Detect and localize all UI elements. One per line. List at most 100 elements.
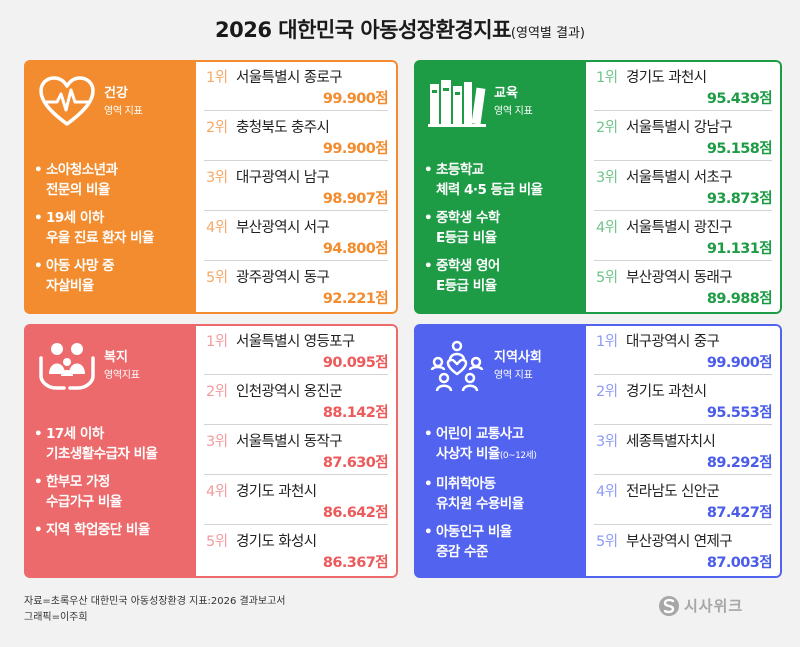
rank-position: 3위 [206, 170, 228, 186]
rank-row: 3위 세종특별자치시 89.292점 [594, 426, 773, 475]
rank-region: 대구광역시 중구 [626, 334, 720, 350]
category-subtitle: 영역 지표 [104, 106, 143, 117]
ranking-list: 1위 서울특별시 영등포구 90.095점 2위 인천광역시 옹진군 88.142점 3… [196, 324, 398, 578]
rank-region: 경기도 과천시 [626, 70, 707, 86]
rank-row: 3위 대구광역시 남구 98.907점 [204, 162, 389, 211]
rank-region: 부산광역시 연제구 [626, 534, 733, 550]
rank-position: 2위 [596, 120, 618, 136]
rank-score: 98.907점 [322, 191, 389, 207]
rank-position: 4위 [206, 220, 228, 236]
rank-position: 3위 [596, 434, 618, 450]
rank-row: 4위 서울특별시 광진구 91.131점 [594, 212, 773, 261]
rank-score: 99.900점 [322, 141, 389, 157]
rank-score: 95.158점 [706, 141, 773, 157]
graphic-credit: 그래픽=이주희 [24, 612, 88, 623]
rank-row: 5위 부산광역시 연제구 87.003점 [594, 526, 773, 574]
rank-region: 서울특별시 서초구 [626, 170, 733, 186]
rank-row: 2위 인천광역시 옹진군 88.142점 [204, 376, 389, 425]
rank-region: 전라남도 신안군 [626, 484, 720, 500]
family-hands-icon [39, 343, 95, 390]
indicator-item: 지역 학업중단 비율 [34, 520, 194, 540]
rank-region: 서울특별시 광진구 [626, 220, 733, 236]
rank-row: 2위 경기도 과천시 95.553점 [594, 376, 773, 425]
rank-region: 서울특별시 영등포구 [236, 334, 355, 350]
rank-score: 92.221점 [322, 291, 389, 307]
rank-row: 4위 부산광역시 서구 94.800점 [204, 212, 389, 261]
category-subtitle: 영역 지표 [494, 106, 533, 117]
indicator-note: (0~12세) [499, 451, 537, 461]
rank-row: 3위 서울특별시 서초구 93.873점 [594, 162, 773, 211]
rank-row: 2위 충청북도 충주시 99.900점 [204, 112, 389, 161]
rank-score: 88.142점 [322, 405, 389, 421]
books-icon [428, 80, 486, 127]
rank-row: 5위 부산광역시 동래구 89.988점 [594, 262, 773, 310]
rank-region: 부산광역시 서구 [236, 220, 330, 236]
heart-pulse-icon [39, 76, 95, 126]
rank-score: 86.642점 [322, 505, 389, 521]
community-people-icon [430, 340, 484, 392]
ranking-list: 1위 대구광역시 중구 99.900점 2위 경기도 과천시 95.553점 3위 세종특… [586, 324, 782, 578]
rank-score: 91.131점 [706, 241, 773, 257]
rank-position: 5위 [596, 534, 618, 550]
rank-region: 경기도 과천시 [236, 484, 317, 500]
rank-position: 1위 [596, 70, 618, 86]
rank-row: 4위 전라남도 신안군 87.427점 [594, 476, 773, 525]
rank-region: 서울특별시 강남구 [626, 120, 733, 136]
rank-score: 89.292점 [706, 455, 773, 471]
rank-score: 87.003점 [706, 555, 773, 571]
category-subtitle: 영역지표 [104, 370, 140, 381]
rank-score: 87.427점 [706, 505, 773, 521]
source-credits: 자료=초록우산 대한민국 아동성장환경 지표:2026 결과보고서 그래픽=이주… [24, 594, 286, 626]
title-main: 2026 대한민국 아동성장환경지표 [215, 18, 511, 42]
rank-score: 95.439점 [706, 91, 773, 107]
rank-region: 세종특별자치시 [626, 434, 716, 450]
rank-score: 99.900점 [322, 91, 389, 107]
rank-score: 87.630점 [322, 455, 389, 471]
rank-position: 4위 [596, 484, 618, 500]
rank-score: 99.900점 [706, 355, 773, 371]
ranking-list: 1위 경기도 과천시 95.439점 2위 서울특별시 강남구 95.158점 3위 서울… [586, 60, 782, 314]
rank-position: 2위 [206, 120, 228, 136]
rank-region: 경기도 과천시 [626, 384, 707, 400]
rank-row: 1위 경기도 과천시 95.439점 [594, 62, 773, 111]
rank-position: 5위 [206, 534, 228, 550]
title-sub: (영역별 결과) [510, 26, 585, 41]
rank-region: 인천광역시 옹진군 [236, 384, 343, 400]
rank-position: 2위 [206, 384, 228, 400]
source-line: 자료=초록우산 대한민국 아동성장환경 지표:2026 결과보고서 [24, 596, 286, 607]
rank-row: 4위 경기도 과천시 86.642점 [204, 476, 389, 525]
page-title: 2026 대한민국 아동성장환경지표(영역별 결과) [0, 14, 800, 44]
rank-position: 1위 [206, 70, 228, 86]
rank-row: 1위 대구광역시 중구 99.900점 [594, 326, 773, 375]
rank-position: 1위 [596, 334, 618, 350]
category-title: 교육 [494, 86, 518, 101]
rank-region: 광주광역시 동구 [236, 270, 330, 286]
category-subtitle: 영역 지표 [494, 370, 533, 381]
rank-row: 5위 광주광역시 동구 92.221점 [204, 262, 389, 310]
rank-region: 서울특별시 동작구 [236, 434, 343, 450]
rank-row: 1위 서울특별시 종로구 99.900점 [204, 62, 389, 111]
rank-position: 3위 [596, 170, 618, 186]
rank-row: 2위 서울특별시 강남구 95.158점 [594, 112, 773, 161]
rank-position: 4위 [206, 484, 228, 500]
sisaweek-logo-icon [659, 596, 679, 616]
rank-region: 경기도 화성시 [236, 534, 317, 550]
rank-position: 5위 [206, 270, 228, 286]
